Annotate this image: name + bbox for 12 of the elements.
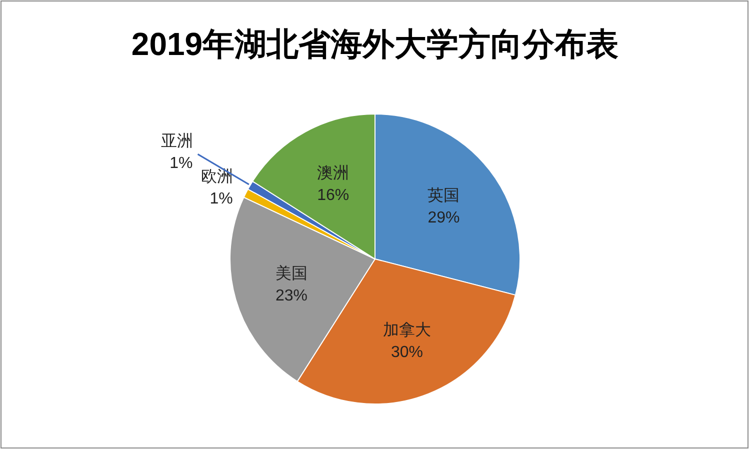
- data-label: 30%: [391, 344, 424, 361]
- chart-title: 2019年湖北省海外大学方向分布表: [131, 26, 619, 62]
- slice-label: 亚洲: [160, 132, 193, 150]
- data-label: 29%: [428, 210, 460, 227]
- slice-label: 美国: [275, 264, 308, 282]
- slice-label: 澳洲: [317, 164, 350, 182]
- data-label: 23%: [275, 287, 308, 304]
- data-label: 1%: [170, 155, 193, 172]
- slice-label: 英国: [428, 186, 460, 205]
- slice-label: 加拿大: [383, 320, 432, 339]
- data-label: 1%: [210, 190, 233, 208]
- data-label: 16%: [317, 186, 350, 204]
